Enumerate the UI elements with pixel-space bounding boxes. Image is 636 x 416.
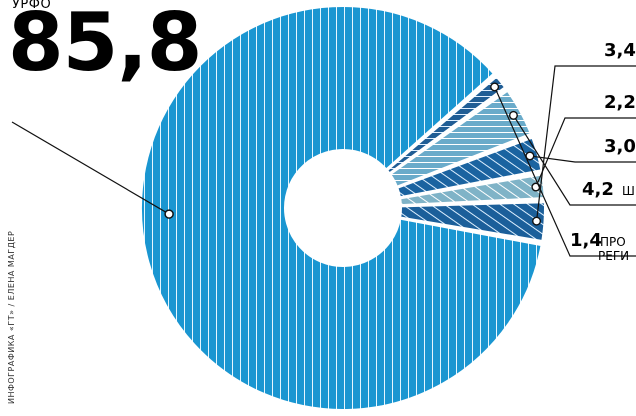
credit-text: ИНФОГРАФИКА «ГТ» / ЕЛЕНА МАГДЕР (7, 231, 16, 404)
main-value: 85,8 (8, 0, 201, 89)
slice-value-label-1: 3,4 (604, 40, 636, 61)
callout-line-5 (494, 86, 636, 257)
donut-slices (140, 5, 546, 411)
main-leader-line (11, 121, 170, 215)
callout-dot-5 (490, 82, 500, 92)
slice-value-label-2: 2,2 (604, 92, 636, 113)
donut-slice-5 (385, 75, 507, 175)
donut-slice-3 (396, 136, 543, 199)
callout-dot-3 (525, 151, 535, 161)
slice-value-label-3: 3,0 (604, 136, 636, 157)
callout-dot-4 (508, 110, 518, 120)
callout-line-4 (512, 115, 636, 206)
callout-line-2 (535, 117, 636, 188)
slice-name-label-5: ПРО РЕГИ (598, 235, 629, 263)
donut-slice-2 (399, 173, 546, 207)
callout-line-3 (529, 155, 636, 163)
slice-name-label-4: Ш (622, 184, 635, 198)
slice-value-label-5: 1,4 (570, 230, 602, 251)
callout-dot-1 (532, 216, 542, 226)
main-leader-dot (164, 209, 174, 219)
donut-slice-1 (399, 201, 546, 243)
slice-value-label-4: 4,2 (582, 179, 614, 200)
top-region-label: УРФО (12, 0, 51, 12)
donut-slice-4 (388, 89, 533, 188)
donut-slice-0 (140, 5, 543, 411)
